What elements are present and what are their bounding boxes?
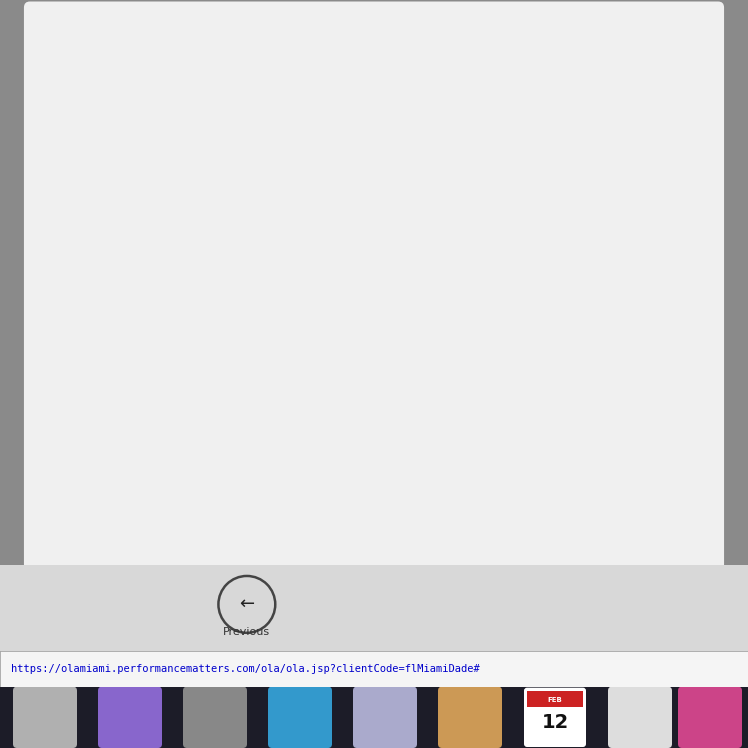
Text: 2x − 60 = 180: 2x − 60 = 180: [115, 298, 227, 313]
Text: x°: x°: [202, 120, 215, 132]
Text: S: S: [209, 208, 217, 221]
FancyBboxPatch shape: [13, 687, 77, 748]
Text: 2x − 60 = 90: 2x − 60 = 90: [115, 342, 218, 357]
Text: In this diagram, the measure of ∠RQS is 60° less than the measure of ∠PQS.: In this diagram, the measure of ∠RQS is …: [51, 34, 580, 48]
FancyBboxPatch shape: [678, 687, 742, 748]
Text: x − 60 = 180: x − 60 = 180: [115, 255, 218, 270]
Text: 12: 12: [542, 714, 568, 732]
Text: P: P: [66, 71, 74, 84]
Text: Previous: Previous: [223, 628, 271, 637]
Text: x − 60 = 90: x − 60 = 90: [115, 385, 208, 400]
FancyBboxPatch shape: [608, 687, 672, 748]
Text: https://olamiami.performancematters.com/ola/ola.jsp?clientCode=flMiamiDade#: https://olamiami.performancematters.com/…: [11, 663, 480, 674]
Text: Which equation can be solved to find the measure in degrees of ∠PQS ?: Which equation can be solved to find the…: [51, 213, 546, 227]
FancyBboxPatch shape: [527, 690, 583, 707]
FancyBboxPatch shape: [183, 687, 247, 748]
Text: ←: ←: [239, 595, 254, 613]
FancyBboxPatch shape: [353, 687, 417, 748]
Text: FEB: FEB: [548, 696, 562, 702]
FancyBboxPatch shape: [524, 687, 586, 747]
FancyBboxPatch shape: [438, 687, 502, 748]
FancyBboxPatch shape: [98, 687, 162, 748]
Text: Q: Q: [180, 71, 191, 84]
Text: R: R: [417, 71, 426, 84]
FancyBboxPatch shape: [268, 687, 332, 748]
